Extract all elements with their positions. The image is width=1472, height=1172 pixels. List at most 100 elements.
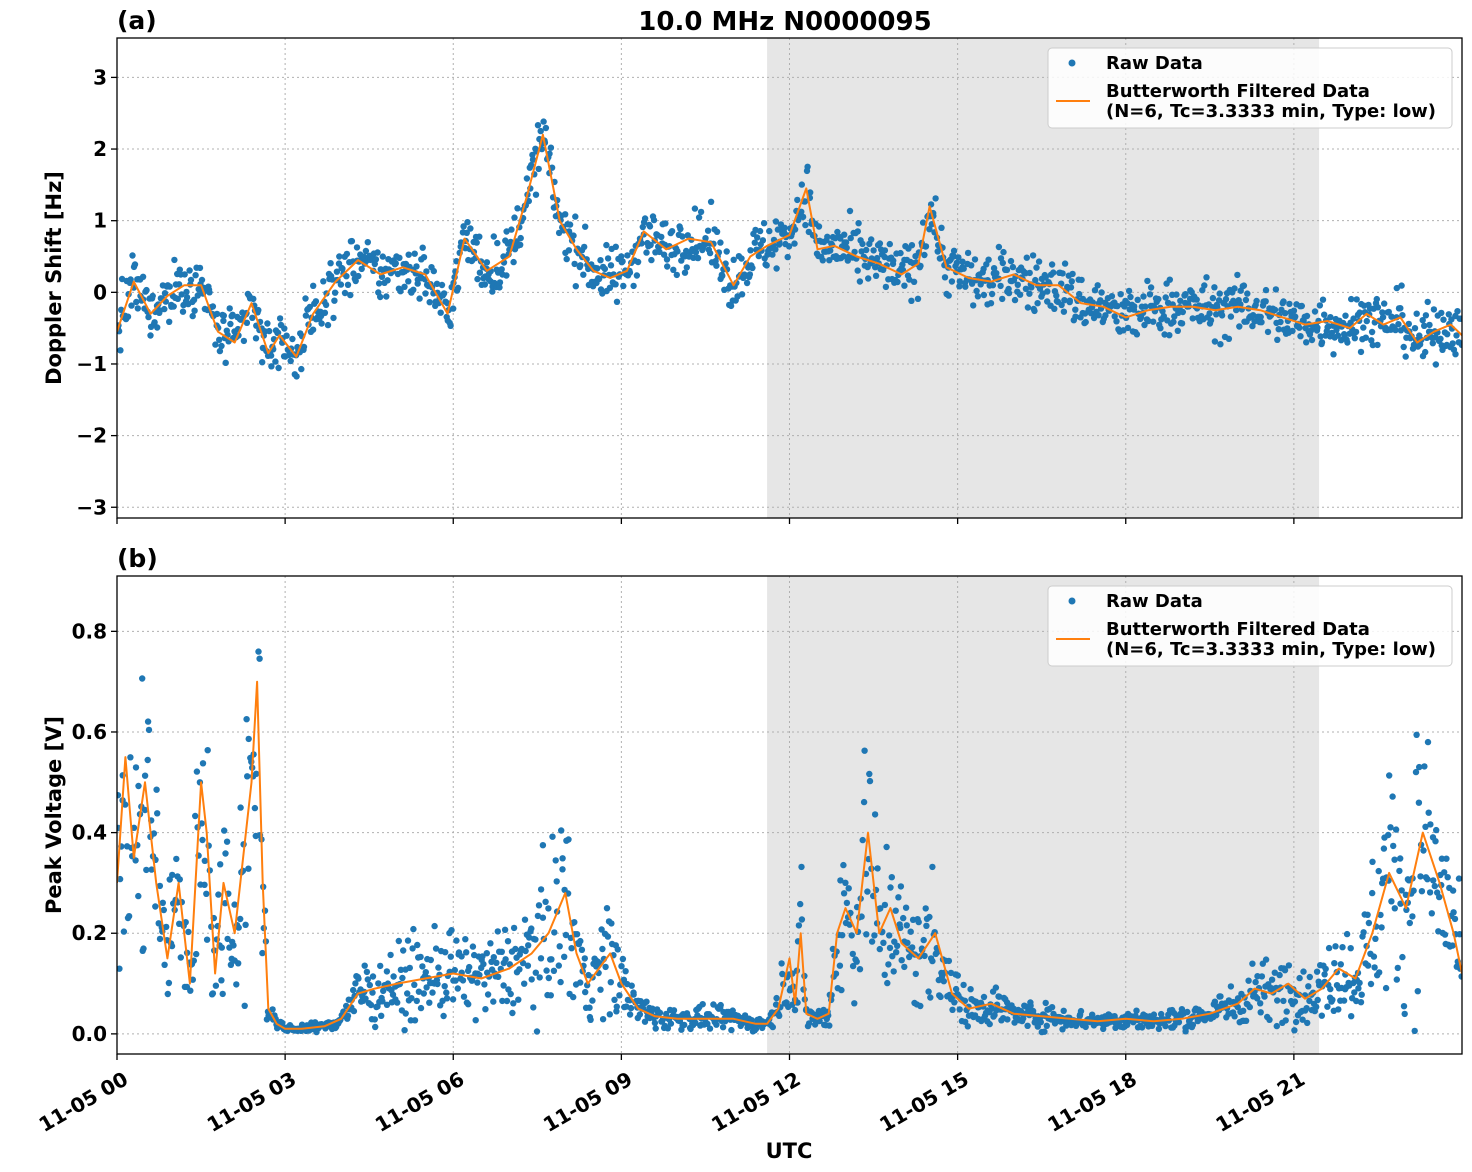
legend-marker-raw [1068,59,1076,67]
raw-data-point [1254,995,1261,1002]
raw-data-point [366,981,373,989]
raw-data-point [922,905,929,912]
raw-data-point [230,942,237,949]
raw-data-point [405,278,412,285]
raw-data-point [956,283,963,290]
raw-data-point [483,950,490,957]
raw-data-point [618,253,625,260]
raw-data-point [1009,263,1017,271]
raw-data-point [504,938,512,945]
raw-data-point [1291,998,1299,1005]
raw-data-point [1193,296,1200,303]
x-axis-label: UTC [766,1139,813,1163]
raw-data-point [1303,312,1311,320]
raw-data-point [224,935,231,943]
raw-data-point [422,969,429,976]
raw-data-point [251,804,259,812]
raw-data-point [1327,314,1334,321]
raw-data-point [1397,305,1404,312]
raw-data-point [1422,312,1430,319]
raw-data-point [652,1025,659,1032]
raw-data-point [901,282,908,289]
raw-data-point [450,305,457,312]
y-tick-label: 0.2 [72,921,107,945]
raw-data-point [177,954,184,961]
raw-data-point [987,300,995,307]
raw-data-point [525,942,532,949]
legend: Raw Data Butterworth Filtered Data(N=6, T… [1047,47,1453,129]
raw-data-point [429,989,436,996]
raw-data-point [537,127,544,135]
raw-data-point [132,857,139,864]
legend-box [1047,585,1453,667]
raw-data-point [442,949,449,956]
raw-data-point [626,269,634,276]
raw-data-point [1113,318,1120,325]
raw-data-point [664,263,671,270]
raw-data-point [1150,318,1157,325]
raw-data-point [1368,337,1375,344]
raw-data-point [1363,317,1371,325]
raw-data-point [283,332,290,339]
raw-data-point [237,804,244,811]
raw-data-point [495,973,502,980]
raw-data-point [851,1000,858,1007]
raw-data-point [220,312,227,319]
raw-data-point [529,156,537,163]
raw-data-point [1257,1000,1264,1007]
raw-data-point [1296,974,1303,982]
raw-data-point [697,208,705,216]
raw-data-point [1421,763,1428,770]
raw-data-point [842,879,849,886]
raw-data-point [951,999,958,1006]
raw-data-point [264,320,271,327]
raw-data-point [1134,296,1141,303]
raw-data-point [131,261,139,268]
raw-data-point [1422,823,1429,830]
raw-data-point [1272,286,1280,293]
raw-data-point [772,218,780,225]
raw-data-point [420,990,427,997]
raw-data-point [549,833,556,840]
raw-data-point [692,249,700,256]
raw-data-point [1433,826,1440,834]
raw-data-point [912,970,919,978]
raw-data-point [921,952,928,960]
raw-data-point [408,995,415,1002]
raw-data-point [216,336,223,343]
raw-data-point [606,1011,613,1018]
raw-data-point [613,1008,620,1015]
raw-data-point [1076,290,1083,298]
raw-data-point [375,280,383,287]
raw-data-point [432,945,440,952]
raw-data-point [704,1020,711,1027]
raw-data-point [656,1009,664,1017]
raw-data-point [815,223,823,230]
raw-data-point [437,309,444,316]
raw-data-point [394,999,401,1006]
raw-data-point [573,931,581,938]
raw-data-point [198,276,206,284]
raw-data-point [253,770,260,777]
raw-data-point [306,303,313,311]
raw-data-point [1050,269,1057,276]
raw-data-point [1449,942,1456,949]
raw-data-point [1023,254,1030,261]
raw-data-point [919,219,927,226]
raw-data-point [454,284,462,292]
raw-data-point [1043,1022,1051,1029]
raw-data-point [606,284,614,291]
raw-data-point [1011,296,1019,304]
raw-data-point [839,932,846,939]
legend-label-filter-params: (N=6, Tc=3.3333 min, Type: low) [1106,101,1436,122]
raw-data-point [723,248,730,255]
raw-data-point [411,981,418,988]
raw-data-point [1419,317,1426,324]
raw-data-point [320,278,327,285]
raw-data-point [1426,889,1434,896]
raw-data-point [1059,270,1066,277]
raw-data-point [474,275,481,283]
raw-data-point [170,303,177,310]
raw-data-point [795,216,802,224]
raw-data-point [679,233,686,240]
